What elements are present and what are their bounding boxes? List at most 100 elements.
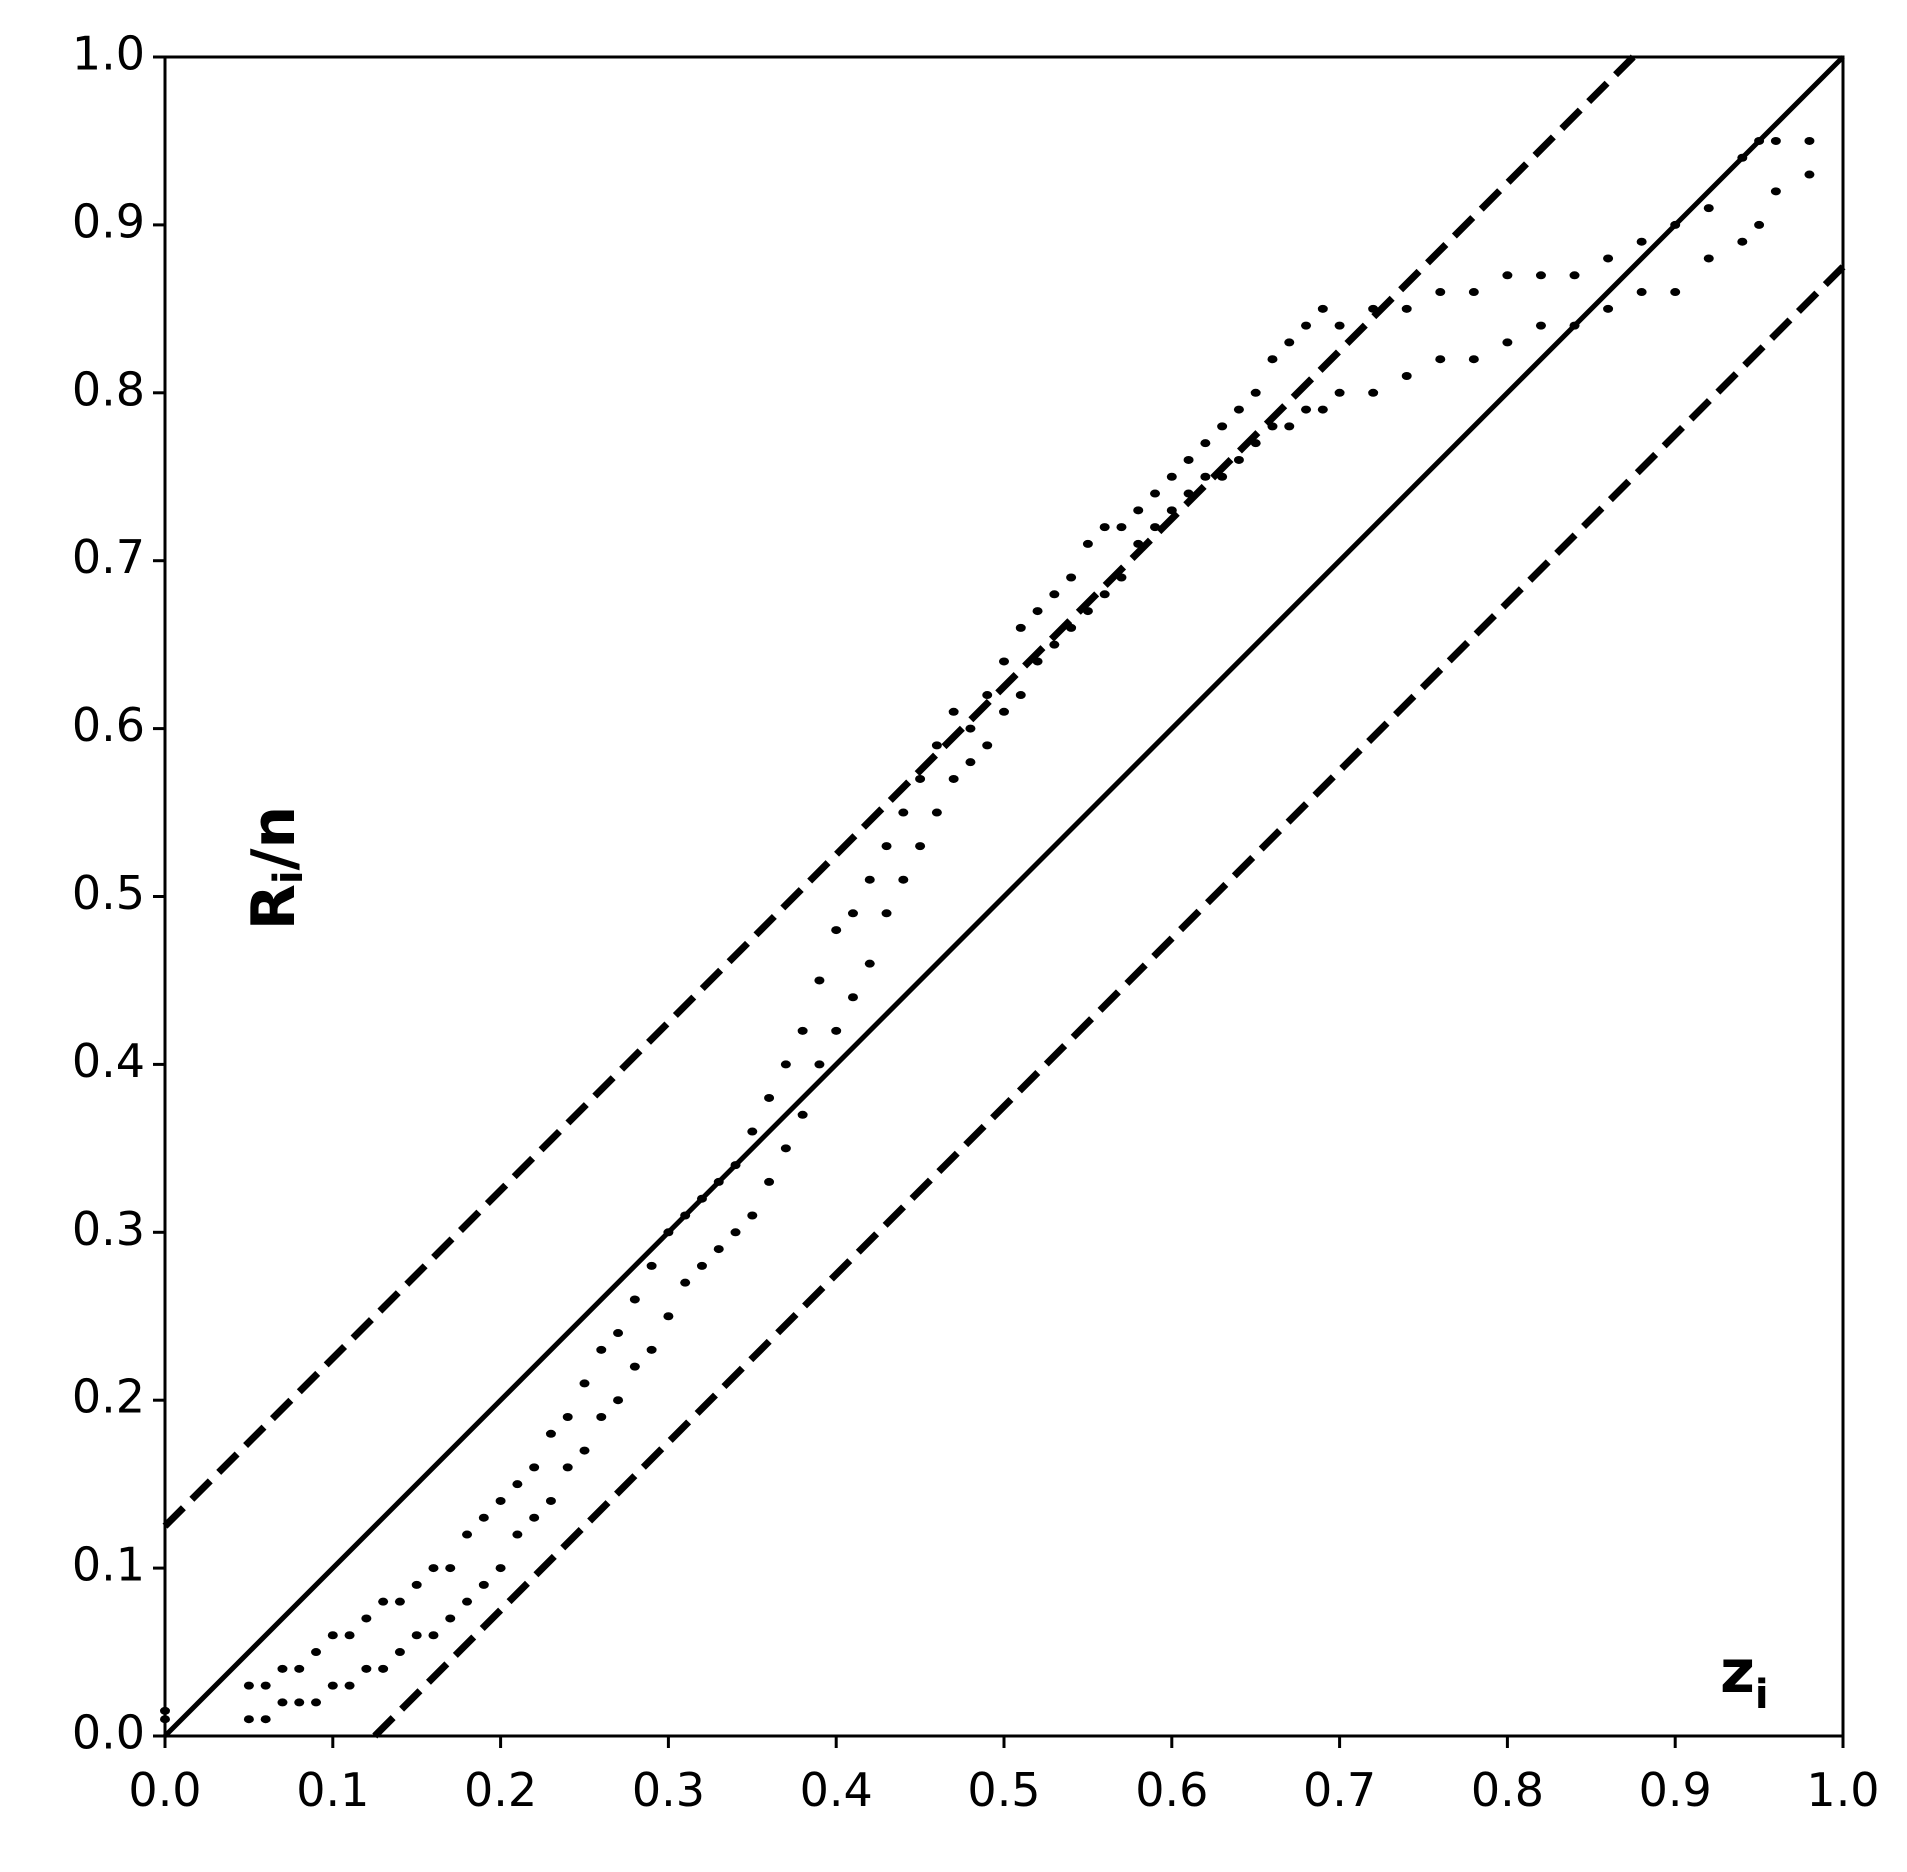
point xyxy=(1133,506,1144,515)
point xyxy=(999,707,1009,716)
point xyxy=(1502,271,1513,280)
point xyxy=(629,1295,640,1304)
point xyxy=(545,1496,556,1505)
y-label-sub: i xyxy=(266,870,312,884)
point xyxy=(344,1681,355,1690)
point xyxy=(1015,691,1026,700)
y-label-main: R xyxy=(239,884,309,930)
point xyxy=(1636,288,1647,297)
point xyxy=(1703,254,1714,263)
reference-line xyxy=(372,264,1846,1739)
x-tick-label: 0.5 xyxy=(967,1763,1040,1817)
point xyxy=(327,1681,338,1690)
point xyxy=(881,842,892,851)
point xyxy=(646,1261,657,1270)
point xyxy=(294,1664,305,1673)
point xyxy=(1468,288,1479,297)
point xyxy=(1049,590,1060,599)
point xyxy=(680,1211,691,1220)
x-tick-label: 0.0 xyxy=(128,1763,201,1817)
point xyxy=(1435,355,1446,364)
point xyxy=(243,1715,254,1724)
point xyxy=(428,1564,439,1573)
point xyxy=(1401,304,1412,313)
point xyxy=(361,1614,372,1623)
point xyxy=(1569,321,1580,330)
point xyxy=(1502,338,1513,347)
point xyxy=(378,1664,389,1673)
point xyxy=(730,1161,741,1170)
point xyxy=(1049,640,1060,649)
point xyxy=(613,1396,624,1405)
point xyxy=(730,1228,741,1237)
point xyxy=(311,1648,322,1657)
point xyxy=(1150,489,1161,498)
y-tick-label: 0.9 xyxy=(72,194,145,248)
point xyxy=(294,1698,305,1707)
point xyxy=(394,1648,405,1657)
point xyxy=(613,1329,624,1338)
point xyxy=(378,1597,389,1606)
point xyxy=(512,1530,523,1539)
point xyxy=(1116,573,1127,582)
point xyxy=(1535,321,1546,330)
point xyxy=(1804,170,1815,179)
point xyxy=(529,1463,540,1472)
point xyxy=(1317,405,1328,414)
point xyxy=(1217,422,1228,431)
x-tick-label: 0.9 xyxy=(1639,1763,1712,1817)
point xyxy=(999,657,1009,666)
x-tick-label: 0.3 xyxy=(632,1763,705,1817)
point xyxy=(764,1093,775,1102)
point xyxy=(1066,573,1077,582)
point xyxy=(898,808,909,817)
point xyxy=(1066,623,1077,632)
point xyxy=(1200,439,1211,448)
point xyxy=(780,1060,791,1069)
x-label-sub: i xyxy=(1755,1672,1769,1718)
point xyxy=(680,1278,691,1287)
point xyxy=(1250,388,1261,397)
point xyxy=(1569,271,1580,280)
point xyxy=(579,1379,590,1388)
point xyxy=(1200,472,1211,481)
x-tick-label: 0.1 xyxy=(296,1763,369,1817)
point xyxy=(311,1698,322,1707)
point xyxy=(1754,136,1765,145)
x-label-main: z xyxy=(1720,1637,1755,1707)
point xyxy=(462,1530,473,1539)
point xyxy=(1099,523,1110,532)
point xyxy=(1183,489,1194,498)
x-tick-label: 1.0 xyxy=(1806,1763,1879,1817)
point xyxy=(1703,204,1714,213)
point xyxy=(847,909,858,918)
point xyxy=(445,1564,456,1573)
point xyxy=(394,1597,405,1606)
point xyxy=(1317,304,1328,313)
point xyxy=(629,1362,640,1371)
point xyxy=(1150,523,1161,532)
y-tick-label: 0.4 xyxy=(72,1034,145,1088)
point xyxy=(1284,338,1295,347)
x-axis-label: zi xyxy=(1720,1637,1769,1718)
point xyxy=(814,976,825,985)
point xyxy=(1267,422,1278,431)
point xyxy=(260,1715,271,1724)
point xyxy=(1082,607,1093,616)
point xyxy=(764,1177,775,1186)
point xyxy=(243,1681,254,1690)
y-axis-label: Ri/n xyxy=(239,806,312,931)
point xyxy=(1250,439,1261,448)
point xyxy=(780,1144,791,1153)
point xyxy=(1603,254,1614,263)
point xyxy=(1804,136,1815,145)
point xyxy=(1133,539,1144,548)
y-tick-label: 1.0 xyxy=(72,27,145,81)
point xyxy=(512,1480,523,1489)
x-tick-label: 0.4 xyxy=(800,1763,873,1817)
y-tick-label: 0.6 xyxy=(72,698,145,752)
point xyxy=(1166,506,1177,515)
point xyxy=(545,1429,556,1438)
point xyxy=(1032,607,1043,616)
point xyxy=(965,758,976,767)
